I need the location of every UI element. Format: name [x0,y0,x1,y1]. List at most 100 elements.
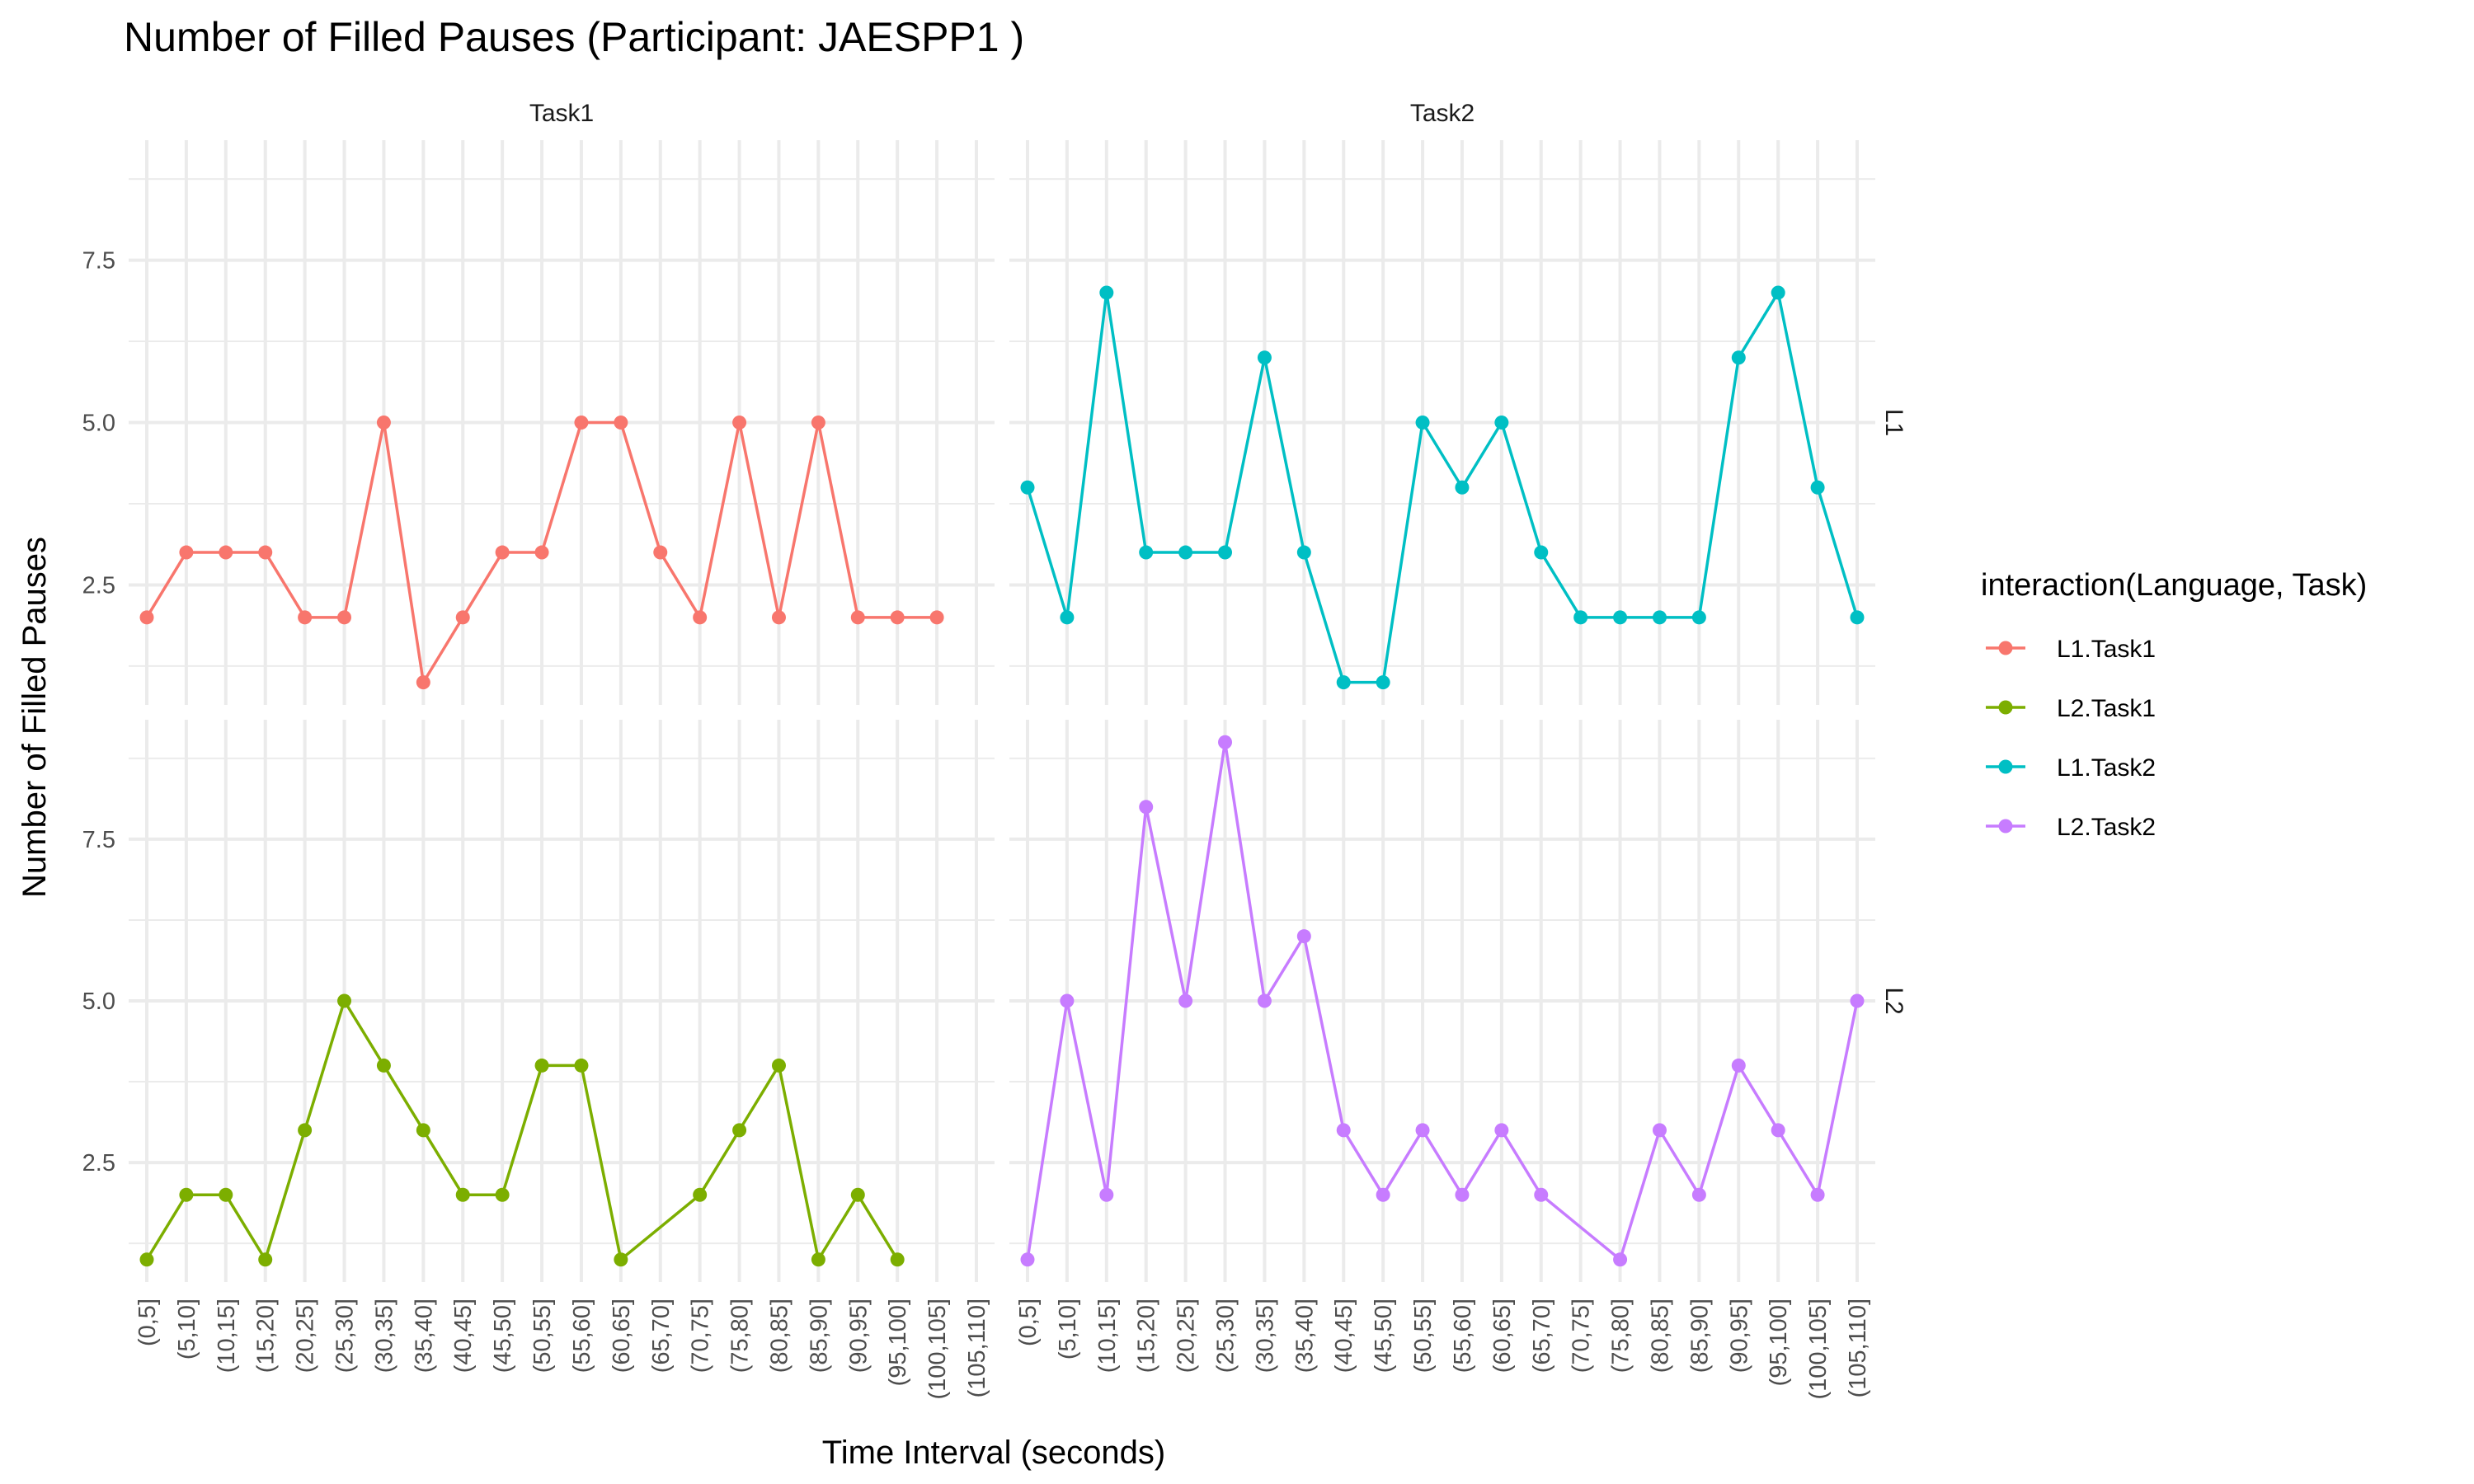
x-tick-label: (5,10] [174,1298,200,1360]
x-tick-label: (20,25] [1174,1298,1200,1373]
x-tick-label: (75,80] [727,1298,754,1373]
data-point [1336,1123,1351,1138]
facet-strip-task1: Task1 [529,100,594,127]
data-point [1218,735,1233,749]
x-tick-label: (100,105] [924,1298,951,1400]
legend-key-point [1998,641,2013,655]
panel-l1-task2 [1009,140,1875,705]
data-point [693,610,708,625]
data-point [1139,800,1154,815]
data-point [1613,610,1628,625]
data-point [1178,993,1193,1008]
y-axis-title: Number of Filled Pauses [16,537,53,898]
data-point [1573,610,1588,625]
data-point [1810,480,1825,495]
data-point [1336,675,1351,690]
chart-title: Number of Filled Pauses (Participant: JA… [124,14,1024,60]
data-point [1810,1187,1825,1202]
legend-item-l1-task2: L1.Task2 [1986,754,2156,782]
series-l2-task2 [1020,735,1865,1267]
data-point [574,416,589,430]
legend: interaction(Language, Task) L1.Task1 L2.T… [1981,568,2367,841]
panel-l1-task1 [129,140,995,705]
series-l2-task1 [139,993,905,1267]
x-tick-label: (10,15] [1094,1298,1121,1373]
x-tick-label: (60,65] [609,1298,635,1373]
data-point [376,1058,391,1073]
data-point [890,610,905,625]
data-point [455,610,470,625]
data-point [1296,545,1311,560]
data-point [653,545,668,560]
series-l1-task1 [139,416,944,690]
x-tick-label: (85,90] [1686,1298,1713,1373]
x-tick-label: (15,20] [1134,1298,1160,1373]
x-tick-label: (0,5] [1015,1298,1042,1346]
data-point [1494,416,1509,430]
data-point [1731,350,1746,365]
data-point [1534,1187,1549,1202]
x-tick-label: (90,95] [845,1298,872,1373]
x-tick-label: (25,30] [332,1298,359,1373]
data-point [1376,675,1390,690]
x-tick-label: (100,105] [1805,1298,1832,1400]
data-point [1296,929,1311,944]
y-tick-label: 5.0 [82,411,115,437]
data-point [1652,1123,1667,1138]
data-point [1099,1187,1114,1202]
x-tick-label: (75,80] [1608,1298,1634,1373]
x-tick-label: (70,75] [1569,1298,1595,1373]
data-point [732,1123,747,1138]
x-tick-label: (65,70] [1529,1298,1555,1373]
y-tick-label: 7.5 [82,827,115,853]
legend-item-l2-task2: L2.Task2 [1986,814,2156,841]
data-point [258,545,273,560]
legend-key-point [1998,759,2013,774]
legend-title: interaction(Language, Task) [1981,568,2367,603]
data-point [298,610,313,625]
x-tick-label: (10,15] [214,1298,240,1373]
x-tick-label: (85,90] [806,1298,832,1373]
facet-panels: 2.5 5.0 7.5 2.5 5.0 7.5 (0,5] (5,10] (10,15] (15,… [82,100,1907,1400]
x-tick-label: (95,100] [885,1298,911,1386]
panel-l2-task2 [1009,720,1875,1282]
data-point [495,1187,510,1202]
legend-label: L1.Task2 [2057,754,2156,782]
data-point [1691,1187,1706,1202]
x-tick-label: (55,60] [569,1298,595,1373]
facet-strip-l2: L2 [1880,987,1907,1014]
data-point [890,1252,905,1267]
legend-item-l1-task1: L1.Task1 [1986,636,2156,663]
x-axis-title: Time Interval (seconds) [822,1435,1165,1471]
data-point [179,1187,194,1202]
data-point [811,416,825,430]
data-point [732,416,747,430]
data-point [1534,545,1549,560]
x-tick-label: (55,60] [1450,1298,1476,1373]
data-point [771,1058,786,1073]
y-tick-label: 5.0 [82,989,115,1015]
legend-items: L1.Task1 L2.Task1 L1.Task2 L2.Task2 [1986,636,2156,841]
x-tick-label: (80,85] [766,1298,793,1373]
x-tick-label: (0,5] [134,1298,161,1346]
data-point [614,416,628,430]
data-point [1415,416,1430,430]
x-tick-label: (5,10] [1055,1298,1081,1360]
data-point [1218,545,1233,560]
data-point [1415,1123,1430,1138]
data-point [811,1252,825,1267]
x-tick-label: (105,110] [964,1298,990,1397]
data-point [1060,993,1075,1008]
data-point [1060,610,1075,625]
data-point [1771,1123,1785,1138]
x-tick-label: (50,55] [1410,1298,1437,1373]
data-point [376,416,391,430]
x-tick-label: (95,100] [1766,1298,1792,1386]
data-point [1652,610,1667,625]
x-tick-label: (105,110] [1845,1298,1871,1397]
x-tick-label: (30,35] [1252,1298,1278,1373]
legend-label: L1.Task1 [2057,636,2156,663]
data-point [693,1187,708,1202]
x-tick-label: (50,55] [529,1298,556,1373]
legend-item-l2-task1: L2.Task1 [1986,695,2156,722]
